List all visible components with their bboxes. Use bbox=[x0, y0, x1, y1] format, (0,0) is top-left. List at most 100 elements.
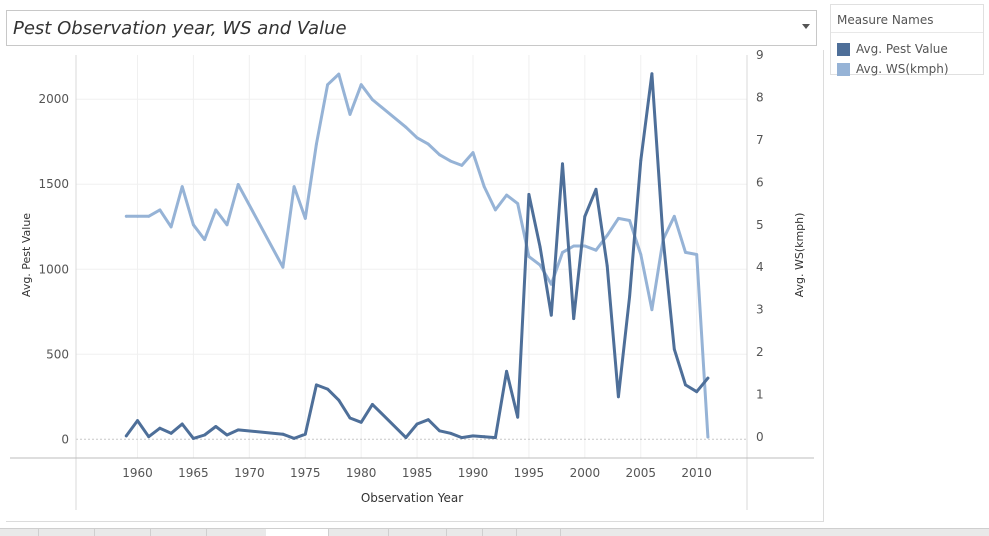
x-tick-label: 1990 bbox=[458, 466, 489, 480]
data-point-ws bbox=[505, 193, 508, 197]
data-point-pest-value bbox=[527, 193, 531, 196]
data-point-pest-value bbox=[460, 436, 464, 439]
x-tick-label: 1965 bbox=[178, 466, 209, 480]
data-point-pest-value bbox=[605, 264, 609, 268]
y2-tick-label: 2 bbox=[756, 345, 764, 359]
y-tick-label: 500 bbox=[46, 347, 69, 361]
data-point-pest-value bbox=[549, 313, 553, 317]
data-point-ws bbox=[594, 248, 598, 252]
worksheet-title: Pest Observation year, WS and Value bbox=[13, 18, 347, 39]
sheet-tab[interactable] bbox=[94, 529, 151, 536]
data-point-pest-value bbox=[124, 434, 128, 438]
data-point-pest-value bbox=[158, 426, 162, 430]
data-point-pest-value bbox=[538, 245, 542, 249]
data-point-ws bbox=[449, 159, 452, 163]
data-point-pest-value bbox=[494, 436, 497, 439]
y2-tick-label: 4 bbox=[756, 260, 764, 274]
data-point-pest-value bbox=[583, 215, 587, 218]
data-point-pest-value bbox=[180, 422, 184, 426]
data-point-pest-value bbox=[505, 369, 508, 373]
data-point-ws bbox=[371, 98, 374, 101]
sheet-tabs bbox=[0, 528, 989, 536]
sheet-tab[interactable] bbox=[150, 529, 207, 536]
legend-item-ws[interactable]: Avg. WS(kmph) bbox=[837, 62, 949, 76]
y-tick-label: 1500 bbox=[38, 177, 69, 191]
data-point-ws bbox=[549, 282, 553, 286]
data-point-ws bbox=[136, 214, 139, 218]
sheet-tab[interactable] bbox=[328, 529, 389, 536]
data-point-pest-value bbox=[594, 187, 598, 191]
sheet-tab[interactable] bbox=[446, 529, 483, 536]
data-point-ws bbox=[684, 251, 687, 254]
chevron-down-icon[interactable] bbox=[802, 24, 810, 29]
data-point-pest-value bbox=[426, 418, 430, 422]
sheet-tab[interactable] bbox=[516, 529, 561, 536]
data-point-ws bbox=[404, 125, 408, 129]
data-point-ws bbox=[639, 253, 643, 256]
data-point-ws bbox=[516, 202, 520, 206]
data-point-pest-value bbox=[371, 403, 374, 406]
legend-item-pest-value[interactable]: Avg. Pest Value bbox=[837, 42, 948, 56]
data-point-pest-value bbox=[337, 398, 341, 402]
data-point-ws bbox=[359, 83, 363, 87]
data-point-pest-value bbox=[661, 237, 665, 241]
data-point-ws bbox=[583, 244, 587, 248]
x-tick-label: 2010 bbox=[681, 466, 712, 480]
worksheet-title-bar[interactable]: Pest Observation year, WS and Value bbox=[6, 10, 817, 46]
data-point-pest-value bbox=[650, 72, 654, 76]
legend-swatch-ws bbox=[837, 62, 850, 76]
x-axis-title: Observation Year bbox=[361, 491, 463, 505]
y2-tick-label: 7 bbox=[756, 133, 764, 147]
legend-title: Measure Names bbox=[837, 13, 934, 27]
x-tick-label: 1995 bbox=[514, 466, 545, 480]
data-point-pest-value bbox=[136, 419, 139, 422]
y2-tick-label: 8 bbox=[756, 90, 764, 104]
data-point-pest-value bbox=[471, 434, 475, 438]
series-line-pest-value bbox=[124, 72, 710, 440]
sheet-tab[interactable] bbox=[38, 529, 95, 536]
data-point-pest-value bbox=[348, 416, 352, 420]
data-point-ws bbox=[605, 234, 609, 237]
data-point-ws bbox=[494, 208, 497, 212]
data-point-pest-value bbox=[628, 295, 631, 298]
data-point-pest-value bbox=[415, 422, 419, 426]
y-tick-label: 2000 bbox=[38, 92, 69, 106]
y-tick-label: 0 bbox=[61, 432, 69, 446]
data-point-ws bbox=[326, 83, 329, 87]
data-point-pest-value bbox=[326, 387, 329, 391]
data-point-ws bbox=[147, 214, 151, 218]
y-axis-title: Avg. Pest Value bbox=[20, 213, 33, 297]
legend-swatch-pest-value bbox=[837, 42, 850, 56]
sheet-tab[interactable] bbox=[0, 529, 39, 536]
sheet-tab[interactable] bbox=[388, 529, 447, 536]
data-point-pest-value bbox=[281, 432, 285, 436]
data-point-ws bbox=[303, 217, 307, 220]
y2-tick-label: 3 bbox=[756, 303, 764, 317]
data-point-ws bbox=[672, 214, 676, 218]
y2-tick-label: 1 bbox=[756, 388, 764, 402]
legend: Measure Names Avg. Pest Value Avg. WS(km… bbox=[830, 4, 984, 76]
data-point-ws bbox=[337, 72, 341, 76]
data-point-ws bbox=[315, 142, 318, 146]
data-point-ws bbox=[192, 223, 195, 227]
legend-label: Avg. WS(kmph) bbox=[856, 62, 949, 76]
data-point-pest-value bbox=[303, 432, 307, 436]
sheet-tab[interactable] bbox=[482, 529, 517, 536]
data-point-pest-value bbox=[516, 415, 520, 419]
data-point-pest-value bbox=[315, 383, 318, 387]
sheet-tab-active[interactable] bbox=[266, 529, 329, 536]
data-point-ws bbox=[214, 208, 218, 212]
data-point-pest-value bbox=[359, 420, 363, 424]
data-point-pest-value bbox=[225, 433, 229, 437]
x-tick-label: 1980 bbox=[346, 466, 377, 480]
data-point-ws bbox=[527, 255, 531, 258]
y2-tick-label: 5 bbox=[756, 218, 764, 232]
data-point-ws bbox=[628, 219, 631, 222]
data-point-pest-value bbox=[572, 317, 576, 320]
chart-frame bbox=[6, 50, 824, 522]
axes bbox=[10, 55, 814, 510]
data-point-ws bbox=[460, 164, 464, 167]
legend-divider bbox=[831, 32, 983, 33]
data-point-ws bbox=[169, 225, 173, 229]
data-point-pest-value bbox=[169, 431, 173, 435]
